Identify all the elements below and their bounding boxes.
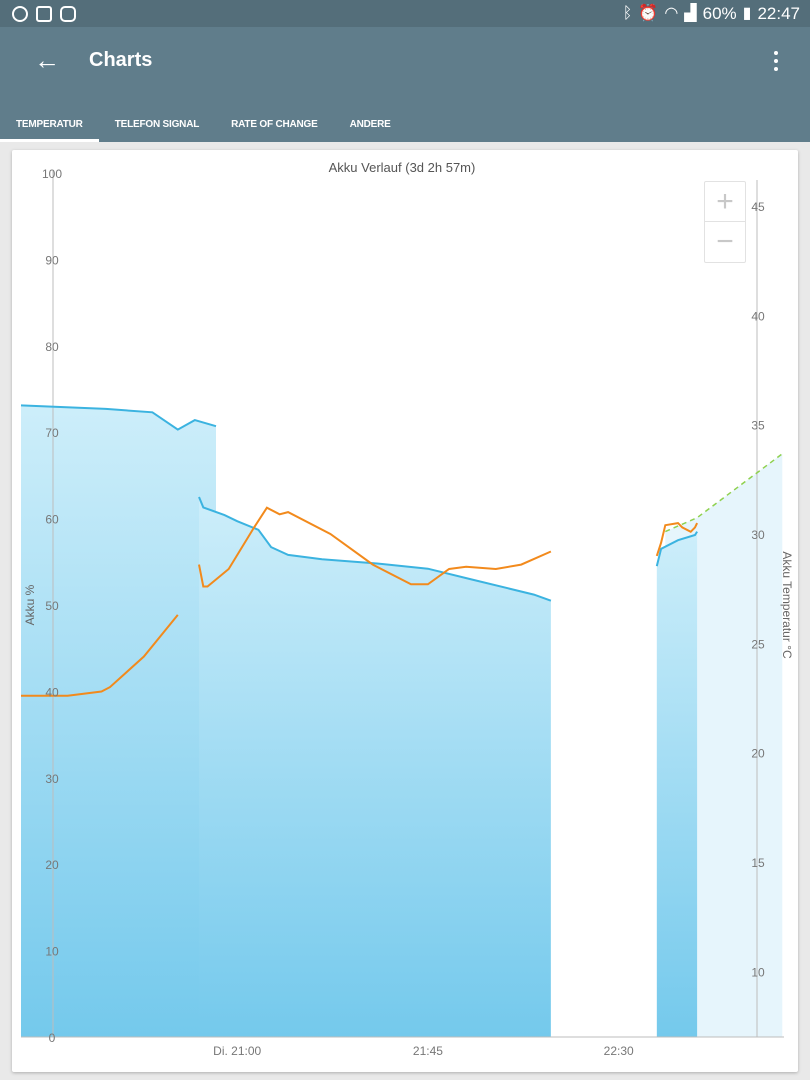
left-tick-label: 40 (45, 685, 59, 699)
left-tick-label: 90 (45, 253, 59, 267)
battery-area-3 (656, 531, 698, 1037)
right-axis-label: Akku Temperatur °C (780, 551, 794, 659)
arrow-back-icon[interactable]: ← (34, 45, 60, 75)
right-tick-label: 35 (751, 419, 765, 433)
projection-line (664, 453, 783, 533)
wifi-icon: ◠ (664, 4, 679, 22)
status-bar: ᛒ ⏰ ◠ ▟ 60% ▮ 22:47 (0, 0, 810, 27)
left-tick-label: 50 (45, 599, 59, 613)
right-tick-label: 10 (751, 965, 765, 979)
left-tick-label: 20 (45, 858, 59, 872)
battery-chart[interactable]: Akku Verlauf (3d 2h 57m) 0 10 20 30 40 50 60 70 8… (12, 150, 798, 1072)
bluetooth-icon: ᛒ (622, 4, 633, 22)
app-icon-2 (60, 5, 76, 22)
page-title: Charts (89, 49, 153, 71)
app-icon (12, 5, 28, 22)
zoom-out-button[interactable]: − (716, 225, 734, 258)
battery-line-1 (20, 404, 217, 431)
alarm-icon: ⏰ (638, 4, 659, 22)
signal-icon: ▟ (684, 4, 697, 22)
left-tick-label: 60 (45, 513, 59, 527)
x-tick-label: Di. 21:00 (213, 1044, 261, 1058)
temperature-line-1 (21, 614, 179, 697)
battery-percent: 60% (702, 3, 737, 23)
x-tick-label: 21:45 (413, 1044, 443, 1058)
right-tick-label: 30 (751, 528, 765, 542)
zoom-in-button[interactable]: + (705, 182, 745, 222)
battery-line-2 (198, 496, 552, 602)
tab-bar: TEMPERATUR TELEFON SIGNAL RATE OF CHANGE… (0, 107, 810, 142)
left-tick-label: 70 (45, 426, 59, 440)
battery-area-1 (21, 405, 216, 1037)
chart-title: Akku Verlauf (3d 2h 57m) (329, 160, 476, 175)
right-tick-label: 15 (751, 856, 765, 870)
tab-rate-of-change[interactable]: RATE OF CHANGE (231, 119, 318, 130)
battery-area-2 (199, 497, 551, 1037)
battery-icon: ▮ (742, 4, 752, 22)
x-tick-label: 22:30 (604, 1044, 634, 1058)
tab-temperatur[interactable]: TEMPERATUR (0, 107, 99, 142)
tab-andere[interactable]: ANDERE (349, 119, 391, 130)
right-tick-label: 40 (751, 309, 765, 323)
left-tick-label: 100 (42, 167, 62, 181)
temperature-line-2 (198, 506, 552, 588)
right-tick-label: 20 (751, 747, 765, 761)
temperature-line-3 (655, 522, 698, 557)
battery-line-3 (655, 531, 698, 567)
chart-card: Akku Verlauf (3d 2h 57m) 0 10 20 30 40 50 60 70 8… (12, 150, 798, 1072)
left-tick-label: 10 (45, 945, 59, 959)
left-axis-label: Akku % (23, 584, 37, 625)
app-bar: ← Charts TEMPERATUR TELEFON SIGNAL RATE … (0, 27, 810, 142)
gallery-icon (36, 5, 52, 22)
more-vert-icon[interactable] (764, 49, 788, 73)
tab-telefon-signal[interactable]: TELEFON SIGNAL (114, 119, 200, 130)
left-tick-label: 30 (45, 772, 59, 786)
right-tick-label: 45 (751, 200, 765, 214)
left-tick-label: 80 (45, 340, 59, 354)
zoom-controls: + − (704, 181, 746, 263)
clock: 22:47 (757, 3, 800, 23)
left-tick-label: 0 (49, 1031, 56, 1045)
right-tick-label: 25 (751, 637, 765, 651)
